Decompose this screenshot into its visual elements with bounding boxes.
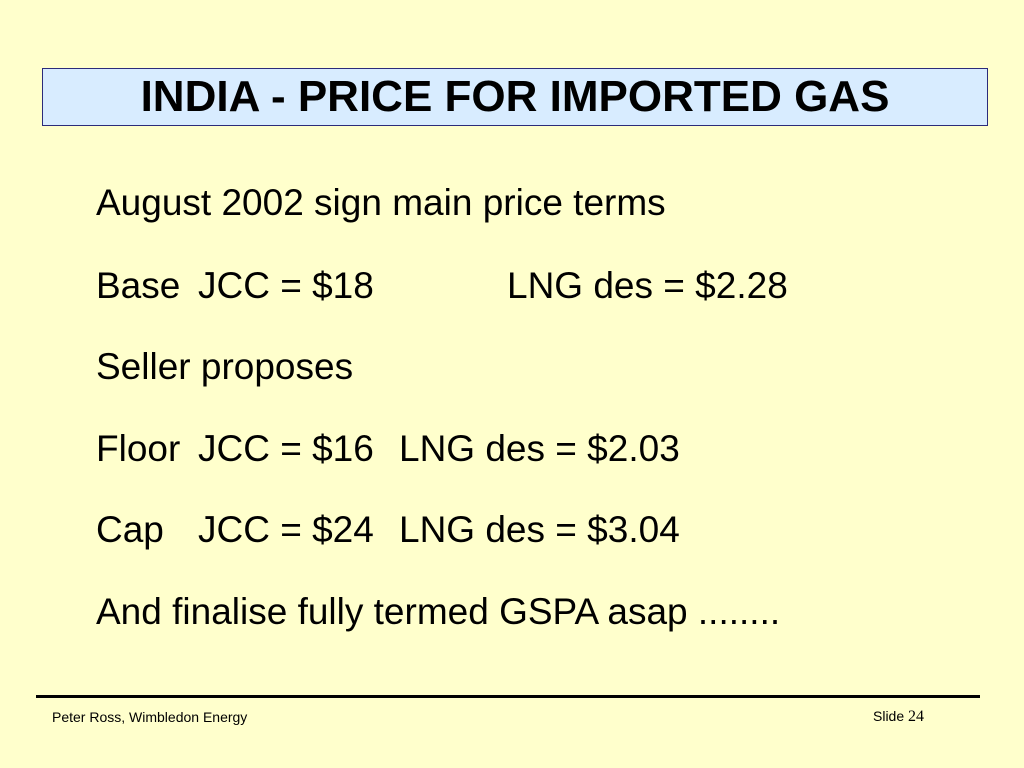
bullet-line-6: And finalise fully termed GSPA asap ....… [96, 591, 781, 632]
cap-jcc: JCC = $24 [198, 509, 374, 550]
bullet-line-1: August 2002 sign main price terms [96, 182, 666, 223]
cap-lng: LNG des = $3.04 [399, 509, 680, 550]
floor-label: Floor [96, 428, 181, 469]
floor-lng: LNG des = $2.03 [399, 428, 680, 469]
base-lng: LNG des = $2.28 [507, 265, 788, 306]
bullet-line-5: Cap JCC = $24 LNG des = $3.04 [96, 508, 856, 552]
footer-slide-number: Slide 24 [873, 708, 924, 726]
slide-label: Slide [873, 708, 905, 724]
bullet-line-4: Floor JCC = $16 LNG des = $2.03 [96, 427, 856, 471]
cap-label: Cap [96, 509, 164, 550]
base-label: Base [96, 265, 181, 306]
title-box: INDIA - PRICE FOR IMPORTED GAS [42, 68, 988, 126]
footer-author: Peter Ross, Wimbledon Energy [52, 709, 248, 725]
slide-title: INDIA - PRICE FOR IMPORTED GAS [140, 72, 890, 121]
bullet-line-3: Seller proposes [96, 346, 354, 387]
slide-number: 24 [908, 708, 925, 725]
base-jcc: JCC = $18 [198, 265, 374, 306]
bullet-line-2: Base JCC = $18 LNG des = $2.28 [96, 264, 856, 308]
floor-jcc: JCC = $16 [198, 428, 374, 469]
footer-divider [36, 695, 980, 698]
